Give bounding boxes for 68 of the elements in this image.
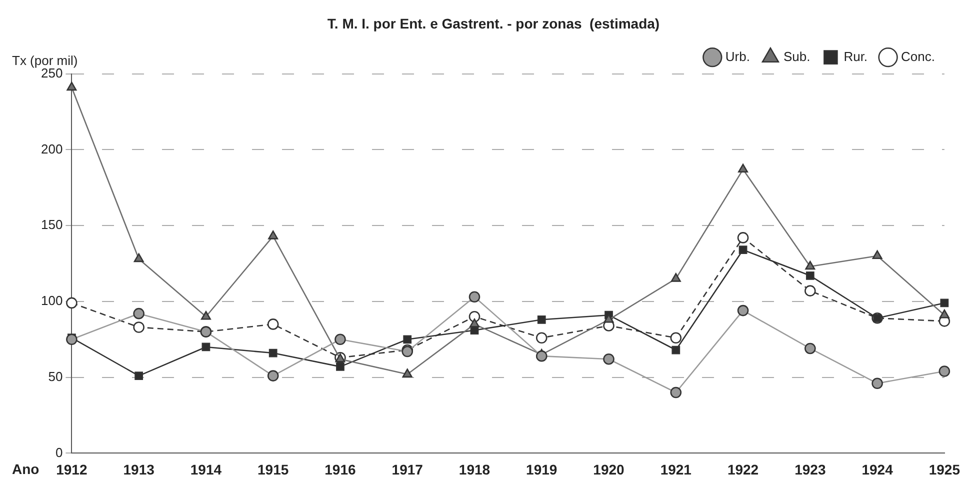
x-tick-label: 1925: [928, 461, 960, 478]
point: [537, 315, 546, 324]
point: [670, 273, 681, 282]
point: [468, 291, 480, 303]
x-tick-label: 1915: [258, 461, 289, 478]
point: [806, 271, 814, 280]
legend-label: Rur.: [844, 48, 868, 64]
legend-label: Sub.: [783, 48, 810, 64]
point: [738, 164, 748, 173]
point: [268, 348, 278, 358]
point: [200, 310, 211, 320]
point: [939, 309, 950, 318]
y-tick-label: 100: [40, 293, 63, 308]
x-tick-label: 1912: [56, 461, 88, 478]
point: [804, 285, 816, 296]
x-tick-label: 1921: [660, 461, 692, 478]
y-tick-label: 250: [40, 65, 63, 80]
point: [134, 253, 144, 262]
point: [804, 342, 816, 354]
point: [737, 232, 749, 244]
x-tick-label: 1923: [794, 461, 826, 478]
x-tick-label: 1918: [458, 461, 490, 478]
point: [202, 342, 210, 352]
point: [267, 370, 279, 382]
point: [938, 366, 950, 377]
point: [133, 308, 144, 320]
x-tick-label: 1920: [593, 461, 625, 478]
point: [66, 297, 78, 309]
point: [402, 368, 412, 378]
point: [468, 310, 480, 322]
point: [940, 298, 949, 308]
point: [672, 346, 680, 354]
y-tick-label: 200: [40, 141, 63, 156]
x-tick-label: 1914: [190, 461, 222, 478]
x-tick-label: 1922: [727, 461, 759, 478]
point: [66, 82, 77, 91]
point: [134, 372, 144, 380]
point: [603, 353, 614, 365]
point: [133, 322, 144, 333]
point: [536, 350, 548, 362]
point: [536, 332, 548, 344]
point: [403, 335, 412, 344]
point: [268, 230, 278, 240]
chart-title: T. M. I. por Ent. e Gastrent. - por zonas (estimada): [327, 15, 660, 32]
x-tick-label: 1924: [862, 461, 894, 478]
x-axis-title: Ano: [12, 461, 40, 478]
legend-label: Urb.: [725, 48, 750, 64]
x-tick-label: 1919: [526, 461, 558, 478]
x-tick-label: 1916: [324, 461, 356, 478]
point: [737, 304, 749, 316]
x-tick-label: 1913: [123, 461, 155, 478]
point: [670, 386, 682, 398]
y-axis-title: Tx (por mil): [12, 52, 78, 68]
point: [670, 332, 682, 344]
point: [66, 334, 78, 346]
point: [805, 260, 816, 270]
point: [334, 334, 346, 346]
point: [336, 362, 344, 371]
y-tick-label: 0: [55, 444, 63, 460]
point: [470, 318, 480, 328]
y-tick-label: 50: [48, 368, 63, 384]
x-tick-label: 1917: [392, 461, 424, 478]
point: [738, 246, 748, 254]
legend-label: Conc.: [901, 48, 936, 64]
point: [267, 318, 279, 330]
point: [872, 250, 882, 260]
point: [872, 378, 883, 390]
y-tick-label: 150: [40, 217, 63, 232]
